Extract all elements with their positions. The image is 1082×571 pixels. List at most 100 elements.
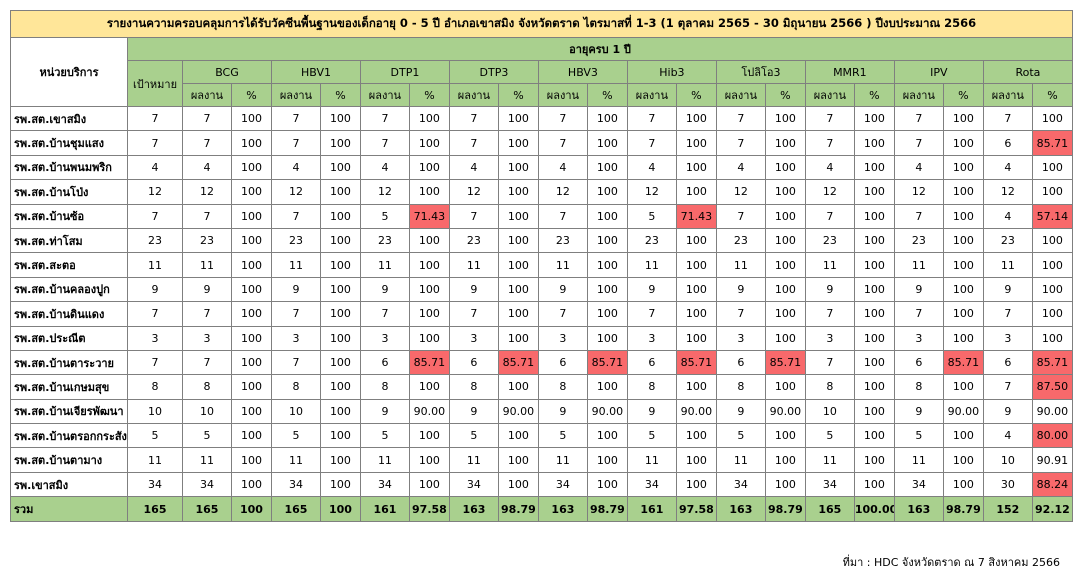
- percent-cell: 100: [586, 105, 628, 132]
- percent-cell: 100: [764, 130, 806, 156]
- percent-cell: 100: [586, 227, 628, 254]
- percent-cell: 85.71: [942, 349, 984, 376]
- percent-cell: 100: [319, 325, 361, 351]
- result-cell: 7: [270, 349, 321, 376]
- percent-cell: 87.50: [1031, 374, 1074, 400]
- target-cell: 7: [127, 301, 183, 327]
- result-subheader: ผลงาน: [359, 83, 410, 107]
- percent-cell: 100: [230, 471, 272, 498]
- percent-cell: 100: [942, 301, 984, 327]
- table-row: รพ.สต.บ้านซ้อ 7 7 100 7 100 5 71.43 7 100 7 100 5 71.…: [10, 203, 1074, 229]
- result-cell: 7: [982, 105, 1033, 132]
- percent-cell: 100: [764, 276, 806, 303]
- percent-cell: 100: [1031, 276, 1074, 303]
- result-cell: 7: [626, 301, 677, 327]
- percent-cell: 100: [230, 423, 272, 449]
- result-cell: 11: [537, 447, 588, 473]
- target-cell: 12: [127, 179, 183, 205]
- result-cell: 5: [448, 423, 499, 449]
- result-cell: 11: [359, 447, 410, 473]
- target-cell: 10: [127, 398, 183, 425]
- result-cell: 8: [626, 374, 677, 400]
- result-cell: 5: [182, 423, 232, 449]
- result-cell: 7: [359, 105, 410, 132]
- percent-cell: 100: [853, 154, 895, 181]
- result-cell: 7: [182, 105, 232, 132]
- result-cell: 23: [448, 227, 499, 254]
- percent-cell: 100: [1031, 154, 1074, 181]
- vaccine-header: BCG: [182, 60, 272, 84]
- result-cell: 11: [448, 252, 499, 278]
- result-cell: 9: [537, 276, 588, 303]
- result-cell: 9: [715, 276, 766, 303]
- percent-cell: 100: [675, 252, 717, 278]
- percent-cell: 90.91: [1031, 447, 1074, 473]
- percent-cell: 100: [853, 130, 895, 156]
- unit-name-cell: รพ.สต.บ้านคลองปูก: [10, 276, 128, 303]
- target-cell: 7: [127, 105, 183, 132]
- result-cell: 7: [804, 203, 855, 229]
- percent-cell: 90.00: [408, 398, 450, 425]
- target-cell: 165: [127, 496, 183, 523]
- result-cell: 11: [270, 252, 321, 278]
- result-cell: 11: [893, 252, 944, 278]
- percent-cell: 100: [675, 447, 717, 473]
- vaccine-coverage-table: รายงานความครอบคลุมการได้รับวัคซีนพื้นฐาน…: [9, 10, 1074, 523]
- percent-cell: 100: [764, 105, 806, 132]
- percent-cell: 100: [408, 252, 450, 278]
- percent-cell: 100: [675, 374, 717, 400]
- result-cell: 161: [626, 496, 677, 523]
- result-cell: 152: [982, 496, 1033, 523]
- percent-cell: 100: [853, 203, 895, 229]
- percent-cell: 100: [497, 423, 539, 449]
- target-cell: 7: [127, 130, 183, 156]
- unit-name-cell: รพ.สต.บ้านชุมแสง: [10, 130, 128, 156]
- result-cell: 11: [626, 252, 677, 278]
- percent-cell: 100: [230, 252, 272, 278]
- vaccine-header: MMR1: [804, 60, 895, 84]
- percent-cell: 100: [764, 227, 806, 254]
- result-cell: 163: [715, 496, 766, 523]
- percent-cell: 100: [230, 105, 272, 132]
- result-cell: 5: [359, 423, 410, 449]
- percent-cell: 100: [230, 130, 272, 156]
- result-cell: 7: [715, 301, 766, 327]
- result-subheader: ผลงาน: [893, 83, 944, 107]
- percent-cell: 85.71: [408, 349, 450, 376]
- result-cell: 4: [448, 154, 499, 181]
- result-cell: 11: [982, 252, 1033, 278]
- result-cell: 9: [982, 276, 1033, 303]
- table-row: รพ.เขาสมิง 34 34 100 34 100 34 100 34 100 34 100 34 1…: [10, 471, 1074, 498]
- percent-cell: 100: [942, 179, 984, 205]
- target-cell: 8: [127, 374, 183, 400]
- percent-cell: 100: [1031, 105, 1074, 132]
- percent-cell: 100: [942, 252, 984, 278]
- result-cell: 6: [359, 349, 410, 376]
- result-cell: 4: [626, 154, 677, 181]
- result-cell: 6: [982, 349, 1033, 376]
- target-cell: 7: [127, 349, 183, 376]
- percent-cell: 100: [942, 203, 984, 229]
- vaccine-header: Hib3: [626, 60, 717, 84]
- result-cell: 8: [893, 374, 944, 400]
- percent-cell: 100: [408, 301, 450, 327]
- percent-cell: 100: [675, 227, 717, 254]
- result-cell: 11: [626, 447, 677, 473]
- result-cell: 8: [715, 374, 766, 400]
- percent-cell: 85.71: [497, 349, 539, 376]
- result-cell: 9: [448, 276, 499, 303]
- vaccine-header: DTP3: [448, 60, 539, 84]
- result-subheader: ผลงาน: [182, 83, 232, 107]
- percent-cell: 100: [497, 276, 539, 303]
- result-cell: 6: [982, 130, 1033, 156]
- table-row: รพ.สต.ท่าโสม 23 23 100 23 100 23 100 23 100 23 100 2…: [10, 227, 1074, 254]
- percent-cell: 100: [586, 179, 628, 205]
- result-cell: 5: [359, 203, 410, 229]
- percent-cell: 100: [408, 179, 450, 205]
- percent-cell: 100: [942, 471, 984, 498]
- result-cell: 6: [715, 349, 766, 376]
- percent-cell: 100: [764, 374, 806, 400]
- result-cell: 8: [448, 374, 499, 400]
- percent-cell: 100: [853, 349, 895, 376]
- percent-cell: 100: [319, 471, 361, 498]
